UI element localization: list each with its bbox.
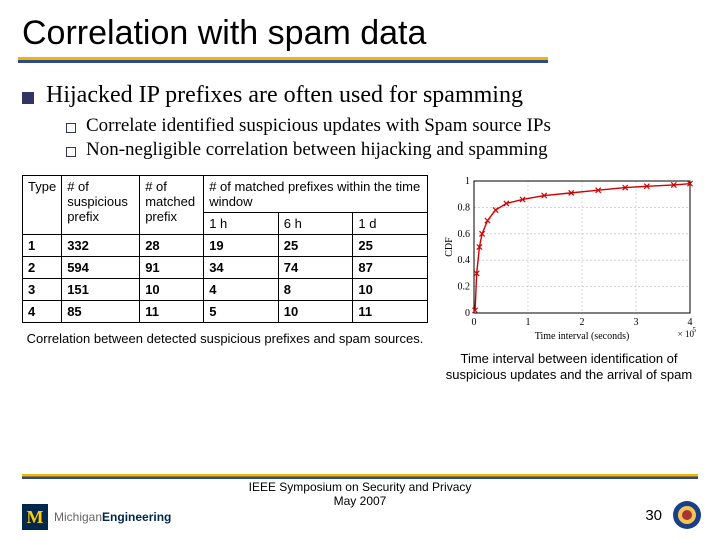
svg-text:0.8: 0.8 (458, 202, 471, 213)
conf-line2: May 2007 (334, 494, 387, 508)
table-cell: 19 (204, 235, 279, 257)
svg-text:1: 1 (526, 317, 531, 328)
logo-text: MichiganEngineering (54, 510, 171, 524)
th-1d: 1 d (353, 213, 428, 235)
table-cell: 332 (62, 235, 140, 257)
bullet-level2: Correlate identified suspicious updates … (66, 115, 698, 137)
hollow-bullet-icon (66, 147, 76, 157)
table-cell: 25 (278, 235, 353, 257)
table-cell: 3 (23, 279, 62, 301)
table-header-row: Type # of suspicious prefix # of matched… (23, 176, 428, 213)
table-cell: 10 (140, 279, 204, 301)
chart-caption: Time interval between identification of … (440, 351, 698, 384)
table-cell: 1 (23, 235, 62, 257)
th-type: Type (23, 176, 62, 235)
svg-text:0.2: 0.2 (458, 282, 471, 293)
bullet-level1: Hijacked IP prefixes are often used for … (22, 82, 698, 109)
svg-text:5: 5 (693, 326, 697, 334)
page-number: 30 (645, 507, 662, 524)
svg-text:Time interval (seconds): Time interval (seconds) (535, 331, 630, 342)
table-row: 4851151011 (23, 301, 428, 323)
table-cell: 85 (62, 301, 140, 323)
table-cell: 594 (62, 257, 140, 279)
table-cell: 74 (278, 257, 353, 279)
svg-text:0.4: 0.4 (458, 255, 471, 266)
th-window: # of matched prefixes within the time wi… (204, 176, 428, 213)
table-cell: 87 (353, 257, 428, 279)
table-cell: 11 (353, 301, 428, 323)
table-cell: 4 (23, 301, 62, 323)
table-cell: 2 (23, 257, 62, 279)
svg-text:0: 0 (472, 317, 477, 328)
conf-line1: IEEE Symposium on Security and Privacy (249, 480, 472, 494)
table-row: 259491347487 (23, 257, 428, 279)
footer: IEEE Symposium on Security and Privacy M… (0, 494, 720, 534)
title-underline (18, 57, 548, 65)
seal-icon (672, 500, 702, 530)
table-cell: 10 (278, 301, 353, 323)
table-cell: 5 (204, 301, 279, 323)
table-cell: 151 (62, 279, 140, 301)
bullet-l1-text: Hijacked IP prefixes are often used for … (46, 82, 523, 109)
table-caption: Correlation between detected suspicious … (22, 331, 428, 347)
th-1h: 1 h (204, 213, 279, 235)
table-cell: 91 (140, 257, 204, 279)
table-row: 3151104810 (23, 279, 428, 301)
table-row: 133228192525 (23, 235, 428, 257)
th-matched: # of matched prefix (140, 176, 204, 235)
svg-text:CDF: CDF (444, 237, 455, 257)
svg-text:3: 3 (634, 317, 639, 328)
table-cell: 28 (140, 235, 204, 257)
svg-text:2: 2 (580, 317, 585, 328)
square-bullet-icon (22, 92, 34, 104)
table-cell: 4 (204, 279, 279, 301)
svg-text:0.6: 0.6 (458, 229, 471, 240)
data-table: Type # of suspicious prefix # of matched… (22, 175, 428, 323)
bullet-l2a-text: Correlate identified suspicious updates … (86, 115, 551, 137)
slide-title: Correlation with spam data (22, 14, 698, 53)
cdf-chart: 0123400.20.40.60.81Time interval (second… (440, 175, 698, 343)
block-m-icon: M (22, 504, 48, 530)
th-6h: 6 h (278, 213, 353, 235)
bullet-level2: Non-negligible correlation between hijac… (66, 139, 698, 161)
table-cell: 25 (353, 235, 428, 257)
svg-text:0: 0 (465, 308, 470, 319)
bullet-l2b-text: Non-negligible correlation between hijac… (86, 139, 548, 161)
hollow-bullet-icon (66, 123, 76, 133)
th-susp: # of suspicious prefix (62, 176, 140, 235)
svg-text:1: 1 (465, 176, 470, 187)
table-cell: 10 (353, 279, 428, 301)
michigan-logo: M MichiganEngineering (22, 504, 171, 530)
table-cell: 8 (278, 279, 353, 301)
table-cell: 11 (140, 301, 204, 323)
table-cell: 34 (204, 257, 279, 279)
